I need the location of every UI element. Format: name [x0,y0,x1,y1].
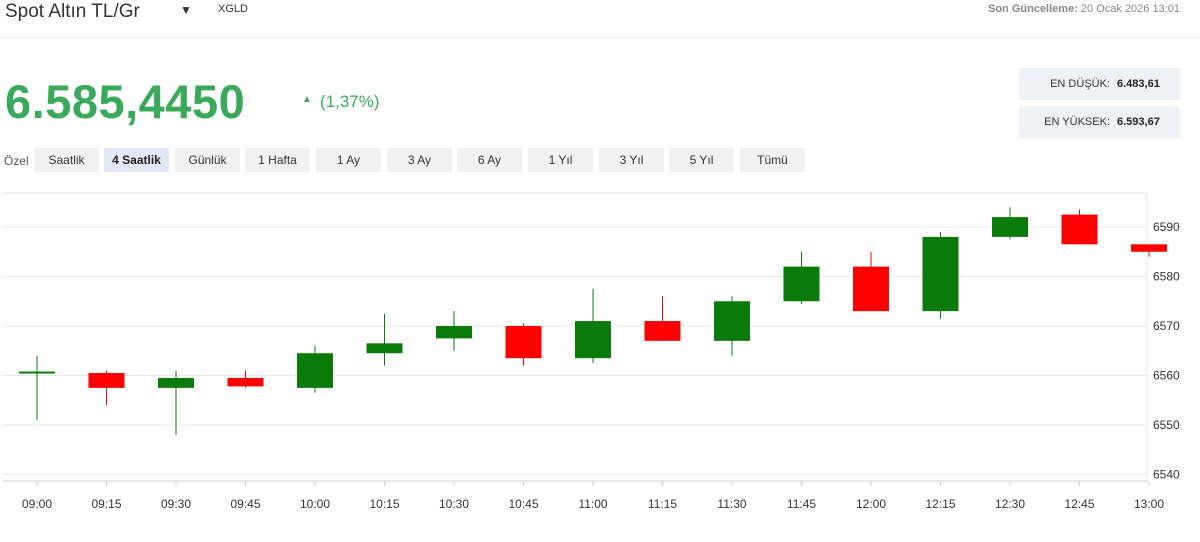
period-button-1-yil[interactable]: 1 Yıl [528,148,593,172]
candle-body[interactable] [783,266,820,302]
x-tick-label: 09:15 [91,497,121,511]
y-tick-label: 6570 [1153,319,1180,333]
period-button-1-hafta[interactable]: 1 Hafta [245,148,310,172]
daily-low-box: EN DÜŞÜK: 6.483,61 [1019,68,1180,100]
last-updated-label: Son Güncelleme: [988,3,1078,15]
price-change-percent: (1,37%) [320,92,380,111]
candle-body[interactable] [1061,214,1098,245]
daily-low-label: EN DÜŞÜK: [1050,78,1110,90]
x-tick-label: 10:45 [508,497,538,511]
x-tick-label: 11:45 [787,497,816,511]
candle-body[interactable] [436,326,472,339]
candle-body[interactable] [88,373,125,388]
last-updated-value: 20 Ocak 2026 13:01 [1080,3,1180,15]
candle-body[interactable] [227,377,264,387]
candle-body[interactable] [158,377,194,388]
candle-body[interactable] [853,266,889,312]
period-button-5-yil[interactable]: 5 Yıl [669,148,734,172]
x-tick-label: 11:30 [717,497,746,511]
x-tick-label: 10:15 [369,497,399,511]
x-tick-label: 11:15 [648,497,677,511]
chart-header: Spot Altın TL/Gr ▼ XGLD Son Güncelleme: … [0,0,1200,38]
x-tick-label: 10:30 [439,497,469,511]
x-tick-label: 12:30 [995,497,1025,511]
x-tick-label: 09:45 [230,497,260,511]
x-tick-label: 12:15 [925,497,955,511]
candle-body[interactable] [366,343,403,354]
candle-body[interactable] [714,301,750,341]
y-tick-label: 6590 [1153,220,1180,234]
x-tick-label: 13:00 [1134,497,1164,511]
x-tick-label: 11:00 [578,497,607,511]
x-tick-label: 10:00 [300,497,330,511]
instrument-title: Spot Altın TL/Gr [5,1,140,22]
x-tick-label: 09:00 [22,497,52,511]
x-tick-label: 12:45 [1064,497,1094,511]
candle-body[interactable] [297,353,333,388]
candle-body[interactable] [19,371,55,374]
daily-high-box: EN YÜKSEK: 6.593,67 [1019,106,1180,138]
y-tick-label: 6550 [1153,418,1180,432]
y-tick-label: 6580 [1153,270,1180,284]
period-button-gunluk[interactable]: Günlük [175,148,240,172]
period-button-3-yil[interactable]: 3 Yıl [599,148,664,172]
period-button-1-ay[interactable]: 1 Ay [316,148,381,172]
period-button-tumu[interactable]: Tümü [740,148,805,172]
daily-high-label: EN YÜKSEK: [1044,116,1110,128]
period-button-3-ay[interactable]: 3 Ay [387,148,452,172]
daily-low-value: 6.483,61 [1117,78,1160,90]
candle-body[interactable] [644,321,681,341]
y-tick-label: 6560 [1153,369,1180,383]
candle-body[interactable] [575,321,611,359]
candle-body[interactable] [922,236,959,312]
candlestick-chart[interactable]: 6540 6550 6560 6570 6580 6590 09:00 09:15 09:30 0… [0,185,1200,525]
triangle-up-icon: ▲ [302,94,312,105]
instrument-symbol: XGLD [218,3,248,15]
x-tick-label: 12:00 [856,497,886,511]
period-custom-label[interactable]: Özel [4,154,29,168]
period-selector: Özel Saatlik 4 Saatlik Günlük 1 Hafta 1 … [0,148,820,172]
daily-high-value: 6.593,67 [1117,116,1160,128]
x-tick-label: 09:30 [161,497,191,511]
caret-down-icon[interactable]: ▼ [180,3,192,17]
candle-body[interactable] [505,326,542,359]
period-button-saatlik[interactable]: Saatlik [34,148,99,172]
current-price: 6.585,4450 [5,75,246,128]
last-updated: Son Güncelleme: 20 Ocak 2026 13:01 [988,3,1180,15]
period-button-6-ay[interactable]: 6 Ay [457,148,522,172]
candle-body[interactable] [1131,244,1167,252]
candle-body[interactable] [992,217,1028,237]
period-button-4-saatlik[interactable]: 4 Saatlik [104,148,169,172]
y-tick-label: 6540 [1153,468,1180,482]
